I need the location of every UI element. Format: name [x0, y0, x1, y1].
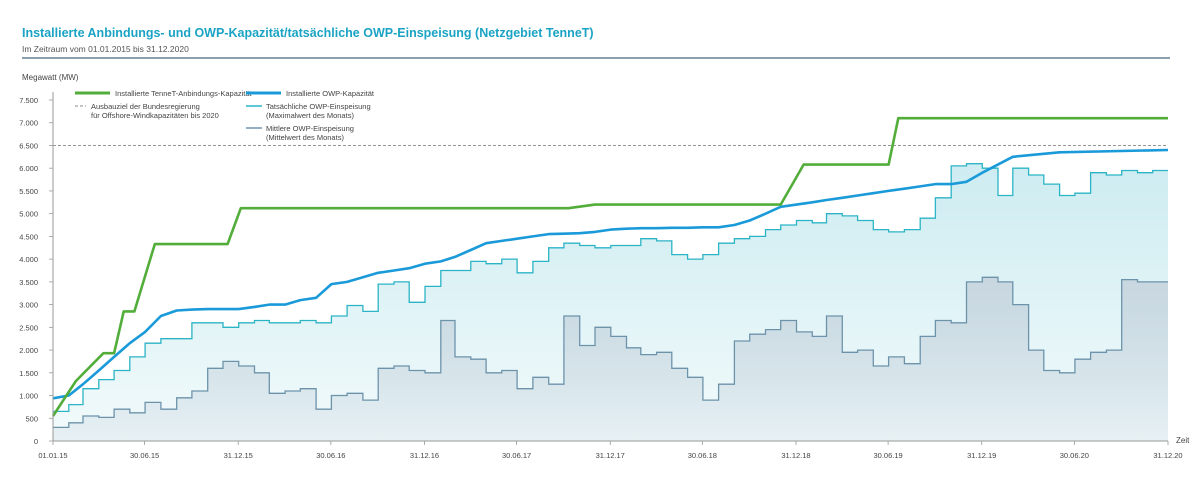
- y-tick-label: 4.000: [19, 255, 38, 264]
- legend-mittel-label-1: Mittlere OWP-Einspeisung: [266, 124, 354, 133]
- x-tick-label: 30.06.15: [130, 451, 159, 460]
- x-tick-label: 31.12.15: [224, 451, 253, 460]
- mittel-einspeisung-line: [53, 276, 1168, 429]
- title-divider: [22, 57, 1170, 59]
- x-axis-label: Zeit: [1176, 436, 1190, 445]
- y-tick-label: 3.000: [19, 301, 38, 310]
- y-tick-label: 5.500: [19, 187, 38, 196]
- x-tick-label: 30.06.16: [316, 451, 345, 460]
- y-tick-label: 5.000: [19, 210, 38, 219]
- axes-layer: 0 500 1.000 1.500 2.000 2.500 3.000 3.500 4.000 4…: [19, 92, 1183, 460]
- legend-mittel-label-2: (Mittelwert des Monats): [266, 133, 344, 142]
- legend-ziel-label-2: für Offshore-Windkapazitäten bis 2020: [91, 111, 219, 120]
- legend-owp-label: Installierte OWP-Kapazität: [286, 89, 375, 98]
- anbindung-line: [51, 116, 1168, 417]
- x-tick-label: 31.12.20: [1153, 451, 1182, 460]
- y-tick-label: 2.000: [19, 346, 38, 355]
- y-tick-label: 0: [34, 437, 38, 446]
- y-tick-label: 500: [25, 414, 38, 423]
- x-tick-label: 30.06.19: [874, 451, 903, 460]
- legend-ziel-label-1: Ausbauziel der Bundesregierung: [91, 102, 200, 111]
- y-tick-label: 6.000: [19, 164, 38, 173]
- x-tick-label: 30.06.17: [502, 451, 531, 460]
- chart-subtitle: Im Zeitraum vom 01.01.2015 bis 31.12.202…: [22, 44, 189, 54]
- chart-title: Installierte Anbindungs- und OWP-Kapazit…: [22, 26, 594, 40]
- y-tick-label: 6.500: [19, 141, 38, 150]
- max-einspeisung-line: [53, 163, 1168, 413]
- legend-max-label-1: Tatsächliche OWP-Einspeisung: [266, 102, 371, 111]
- y-tick-label: 2.500: [19, 323, 38, 332]
- x-tick-label: 31.12.17: [596, 451, 625, 460]
- y-axis-label: Megawatt (MW): [22, 73, 79, 82]
- y-tick-label: 3.500: [19, 278, 38, 287]
- legend: Installierte TenneT-Anbindungs-Kapazität…: [75, 89, 375, 142]
- legend-max-label-2: (Maximalwert des Monats): [266, 111, 354, 120]
- x-tick-label: 31.12.16: [410, 451, 439, 460]
- x-tick-label: 01.01.15: [38, 451, 67, 460]
- x-tick-label: 30.06.20: [1060, 451, 1089, 460]
- y-tick-label: 7.000: [19, 119, 38, 128]
- owp-kapazitaet-line: [52, 148, 1169, 400]
- x-tick-label: 31.12.18: [781, 451, 810, 460]
- legend-anbindung-label: Installierte TenneT-Anbindungs-Kapazität: [115, 89, 253, 98]
- x-tick-label: 31.12.19: [967, 451, 996, 460]
- line-layer: [51, 116, 1169, 429]
- x-tick-label: 30.06.18: [688, 451, 717, 460]
- y-tick-label: 1.500: [19, 369, 38, 378]
- y-tick-label: 4.500: [19, 232, 38, 241]
- y-tick-label: 1.000: [19, 392, 38, 401]
- y-tick-label: 7.500: [19, 96, 38, 105]
